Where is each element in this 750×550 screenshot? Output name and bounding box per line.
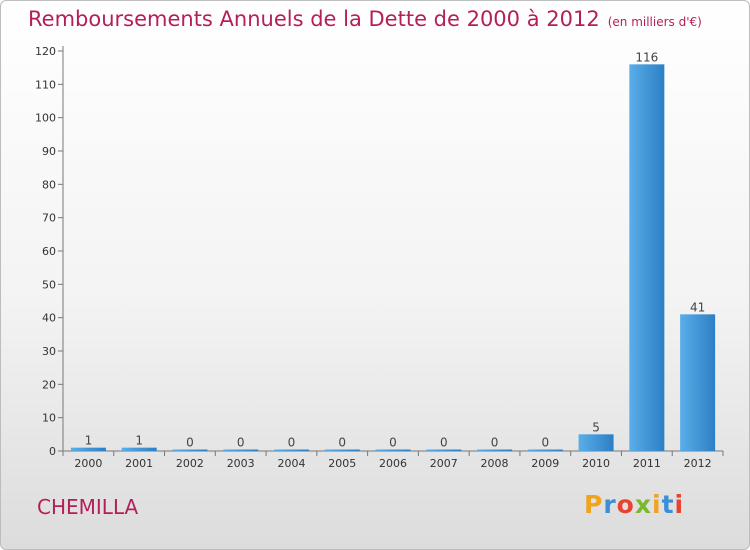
x-tick-label: 2001 [125,457,153,470]
logo-letter: i [674,490,685,519]
logo-letter: r [603,490,617,519]
x-tick-label: 2008 [481,457,509,470]
y-tick-label: 40 [42,312,56,325]
bar [121,447,157,451]
logo-letter: i [652,490,662,519]
bar [680,314,716,451]
x-tick-label: 2012 [684,457,712,470]
y-tick-label: 60 [42,245,56,258]
proxiti-logo: Proxiti [584,490,684,519]
x-tick-label: 2007 [430,457,458,470]
bar [629,64,665,452]
y-tick-label: 50 [42,278,56,291]
y-tick-label: 120 [35,45,56,58]
logo-letter: t [661,490,675,519]
y-tick-label: 70 [42,212,56,225]
bar [172,449,208,451]
data-label: 0 [338,436,346,450]
y-tick-label: 10 [42,412,56,425]
data-label: 0 [186,436,194,450]
bar [375,449,411,451]
y-tick-label: 80 [42,178,56,191]
data-label: 0 [541,436,549,450]
x-tick-label: 2010 [582,457,610,470]
data-label: 1 [85,434,93,448]
x-tick-label: 2002 [176,457,204,470]
data-label: 0 [491,436,499,450]
bar [477,449,513,451]
x-tick-label: 2004 [277,457,305,470]
x-tick-label: 2005 [328,457,356,470]
y-tick-label: 0 [49,445,56,458]
y-tick-label: 90 [42,145,56,158]
x-tick-label: 2003 [227,457,255,470]
data-label: 5 [592,420,600,434]
bar [578,434,614,451]
data-label: 0 [440,436,448,450]
y-tick-label: 100 [35,112,56,125]
data-label: 0 [237,436,245,450]
chart-title-text: Remboursements Annuels de la Dette de 20… [28,7,600,31]
bar [70,447,106,451]
chart-subtitle: (en milliers d'€) [607,15,702,29]
logo-letter: P [584,490,604,519]
bar [527,449,563,451]
y-tick-label: 110 [35,78,56,91]
data-label: 116 [635,50,658,64]
x-tick-label: 2011 [633,457,661,470]
data-label: 41 [690,300,705,314]
logo-letter: o [616,490,635,519]
data-label: 0 [288,436,296,450]
logo-letter: x [634,490,652,519]
x-tick-label: 2000 [74,457,102,470]
y-tick-label: 20 [42,378,56,391]
bar [324,449,360,451]
city-name: CHEMILLA [37,495,139,519]
chart-title: Remboursements Annuels de la Dette de 20… [28,7,702,31]
data-label: 0 [389,436,397,450]
bar [223,449,259,451]
bar [426,449,462,451]
bar [273,449,309,451]
data-label: 1 [135,434,143,448]
x-tick-label: 2006 [379,457,407,470]
y-tick-label: 30 [42,345,56,358]
x-tick-label: 2009 [531,457,559,470]
